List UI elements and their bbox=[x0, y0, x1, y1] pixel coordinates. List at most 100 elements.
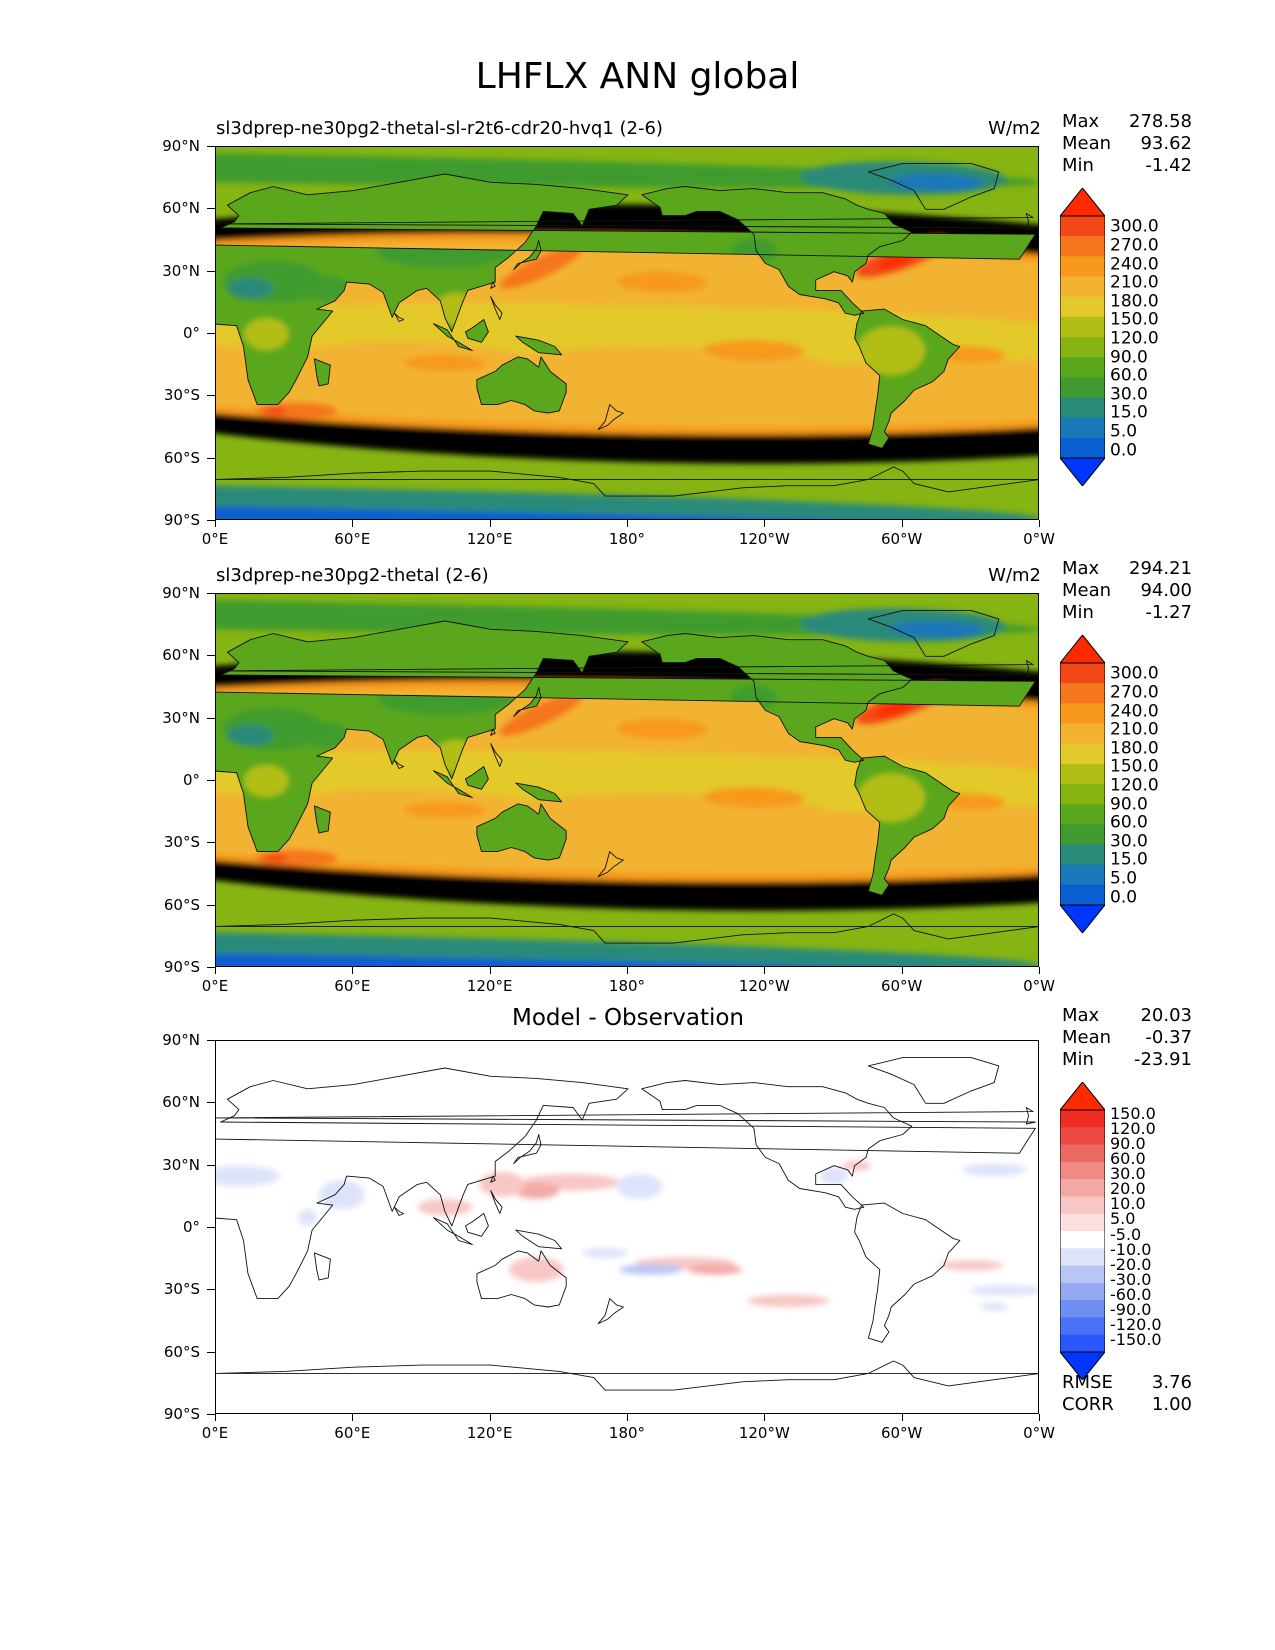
colorbar-segment bbox=[1060, 216, 1105, 237]
longitude-tick-mark bbox=[352, 967, 354, 974]
colorbar-segment bbox=[1060, 357, 1105, 378]
colorbar-tick-label: 270.0 bbox=[1110, 682, 1159, 703]
colorbar-segment bbox=[1060, 437, 1105, 459]
neg-anomaly bbox=[980, 1302, 1008, 1312]
map-canvas bbox=[216, 1041, 1038, 1413]
min-value: -1.42 bbox=[1145, 155, 1192, 176]
coastline bbox=[432, 323, 473, 352]
coastline bbox=[216, 660, 1036, 678]
colorbar-tick-label: -60.0 bbox=[1110, 1285, 1152, 1305]
neg-anomaly bbox=[618, 1264, 683, 1275]
mean-value: 94.00 bbox=[1140, 580, 1192, 601]
neg-anomaly bbox=[962, 1163, 1027, 1177]
coastline bbox=[513, 687, 542, 718]
corr-label: CORR bbox=[1062, 1394, 1114, 1415]
colorbar-segment bbox=[1060, 397, 1105, 419]
colorbar-tick-label: 0.0 bbox=[1110, 887, 1138, 908]
longitude-tick-label: 60°E bbox=[334, 1424, 371, 1442]
colorbar-tick-label: 300.0 bbox=[1110, 216, 1159, 237]
coastline bbox=[216, 1360, 1038, 1391]
longitude-tick-label: 0°E bbox=[201, 530, 229, 548]
map-background bbox=[216, 1041, 1038, 1413]
colorbar-max-extension bbox=[1060, 1082, 1105, 1111]
coastline bbox=[867, 610, 1000, 657]
colorbar-segment bbox=[1060, 864, 1105, 886]
colorbar-tick-label: 60.0 bbox=[1110, 1148, 1146, 1168]
colorbar-tick-label: 270.0 bbox=[1110, 235, 1159, 256]
colorbar-tick-label: 150.0 bbox=[1110, 756, 1159, 777]
longitude-tick-label: 120°W bbox=[738, 977, 790, 995]
neg-anomaly bbox=[616, 1173, 663, 1199]
latitude-tick-mark bbox=[207, 1227, 215, 1228]
latitude-tick-mark bbox=[207, 904, 215, 906]
coastline bbox=[597, 851, 624, 878]
pos-anomaly bbox=[513, 1182, 560, 1199]
colorbar-max-extension bbox=[1060, 635, 1105, 664]
colorbar-tick-label: 30.0 bbox=[1110, 1164, 1146, 1184]
latitude-tick-label: 30°N bbox=[162, 261, 200, 280]
latitude-tick-mark bbox=[207, 655, 215, 657]
longitude-tick-mark bbox=[764, 520, 766, 527]
arctic-band bbox=[216, 594, 1038, 636]
longitude-tick-label: 120°W bbox=[738, 530, 790, 548]
coastline bbox=[854, 1202, 961, 1343]
colorbar-tick-label: 20.0 bbox=[1110, 1179, 1146, 1199]
figure-title: LHFLX ANN global bbox=[475, 56, 800, 97]
kuroshio bbox=[499, 245, 583, 290]
longitude-tick-mark bbox=[489, 520, 491, 527]
latitude-tick-mark bbox=[207, 842, 215, 844]
latitude-tick-label: 30°N bbox=[162, 708, 200, 727]
max-label: Max bbox=[1062, 111, 1100, 132]
pos-anomaly bbox=[508, 1257, 564, 1283]
map-plot-area bbox=[215, 1040, 1039, 1414]
colorbar-segment bbox=[1060, 844, 1105, 866]
coastline bbox=[216, 1107, 1036, 1125]
stats-box: Max 20.03 Mean -0.37 Min -23.91 bbox=[1062, 1005, 1192, 1071]
longitude-tick-mark bbox=[627, 1414, 628, 1421]
coastline bbox=[515, 782, 563, 803]
latitude-tick-label: 90°S bbox=[163, 511, 200, 529]
max-value: 294.21 bbox=[1129, 558, 1192, 579]
longitude-tick-label: 180° bbox=[608, 530, 646, 548]
latitude-tick-mark bbox=[207, 208, 215, 210]
pacific-south-peak bbox=[703, 340, 805, 362]
coastline bbox=[432, 1217, 473, 1246]
longitude-tick-mark bbox=[901, 1414, 903, 1421]
coastline bbox=[641, 1080, 913, 1210]
colorbar-tick-label: 240.0 bbox=[1110, 701, 1159, 722]
latitude-tick-label: 30°S bbox=[163, 833, 200, 852]
coastline bbox=[313, 358, 331, 387]
kuroshio bbox=[499, 692, 583, 737]
colorbar-tick-label: 60.0 bbox=[1110, 365, 1148, 386]
colorbar-segment bbox=[1060, 1144, 1105, 1163]
colorbar bbox=[1060, 188, 1105, 486]
longitude-tick-label: 180° bbox=[608, 1424, 646, 1442]
longitude-tick-label: 60°E bbox=[334, 530, 371, 548]
panel-difference: Model - Observation Max 20.03 Mean -0.37 M… bbox=[0, 1005, 1275, 1470]
coastline bbox=[465, 766, 489, 790]
coastline bbox=[854, 755, 961, 896]
latitude-tick-mark bbox=[207, 1164, 215, 1166]
stats-box: Max 294.21 Mean 94.00 Min -1.27 bbox=[1062, 558, 1192, 624]
coastline bbox=[490, 281, 496, 289]
pos-anomaly bbox=[747, 1294, 830, 1307]
colorbar-tick-label: 90.0 bbox=[1110, 794, 1148, 815]
latitude-tick-mark bbox=[207, 1414, 215, 1415]
colorbar-tick-label: -150.0 bbox=[1110, 1330, 1162, 1350]
colorbar-segment bbox=[1060, 1265, 1105, 1284]
colorbar-segment bbox=[1060, 1161, 1105, 1180]
longitude-tick-label: 0°W bbox=[1023, 530, 1055, 548]
longitude-tick-mark bbox=[764, 967, 766, 974]
mean-label: Mean bbox=[1062, 133, 1112, 154]
latitude-tick-mark bbox=[207, 593, 215, 594]
colorbar-segment bbox=[1060, 804, 1105, 825]
colorbar bbox=[1060, 1082, 1105, 1380]
colorbar-tick-label: 120.0 bbox=[1110, 328, 1159, 349]
colorbar-tick-label: 5.0 bbox=[1110, 868, 1138, 889]
arctic-band bbox=[216, 147, 1038, 189]
latitude-tick-label: 60°N bbox=[162, 646, 200, 665]
colorbar-segment bbox=[1060, 1300, 1105, 1318]
latitude-tick-mark bbox=[207, 1289, 215, 1291]
colorbar-segment bbox=[1060, 337, 1105, 358]
sahara-core bbox=[227, 277, 274, 299]
